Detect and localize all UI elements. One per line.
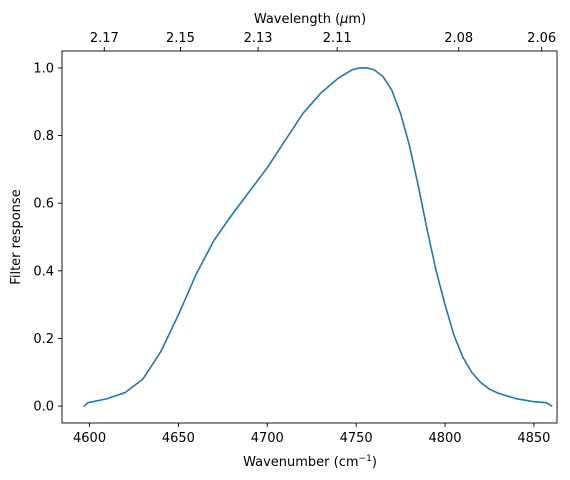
top-x-tick-label: 2.08 [444, 31, 473, 46]
x-axis-title-superscript: −1 [359, 454, 372, 464]
series-line-0 [83, 67, 553, 407]
mu-symbol: μ [339, 12, 348, 27]
y-axis-title: Filter response [9, 189, 24, 284]
top-x-tick-label: 2.06 [527, 31, 556, 46]
y-tick-label: 0.2 [33, 332, 54, 347]
y-tick-label: 0.4 [33, 264, 54, 279]
plot-layer [83, 67, 553, 407]
top-x-axis-title: Wavelength (μm) [254, 12, 366, 27]
top-x-tick-label: 2.17 [90, 31, 119, 46]
x-tick-label: 4750 [340, 431, 373, 446]
y-tick-label: 0.8 [33, 129, 54, 144]
x-tick-label: 4800 [428, 431, 461, 446]
x-tick-label: 4700 [251, 431, 284, 446]
x-tick-label: 4600 [73, 431, 106, 446]
y-tick-label: 1.0 [33, 61, 54, 76]
y-tick-label: 0.6 [33, 197, 54, 212]
y-tick-label: 0.0 [33, 400, 54, 415]
x-tick-label: 4850 [517, 431, 550, 446]
top-x-tick-label: 2.13 [244, 31, 273, 46]
x-axis-title: Wavenumber (cm−1) [243, 454, 377, 470]
axes-layer: 4600 4650 4700 4750 4800 4850 0.0 0.2 0.4 0.6 0.8 1… [33, 31, 558, 446]
plot-frame [61, 50, 558, 424]
top-x-tick-label: 2.15 [166, 31, 195, 46]
top-x-tick-label: 2.11 [323, 31, 352, 46]
x-tick-label: 4650 [162, 431, 195, 446]
